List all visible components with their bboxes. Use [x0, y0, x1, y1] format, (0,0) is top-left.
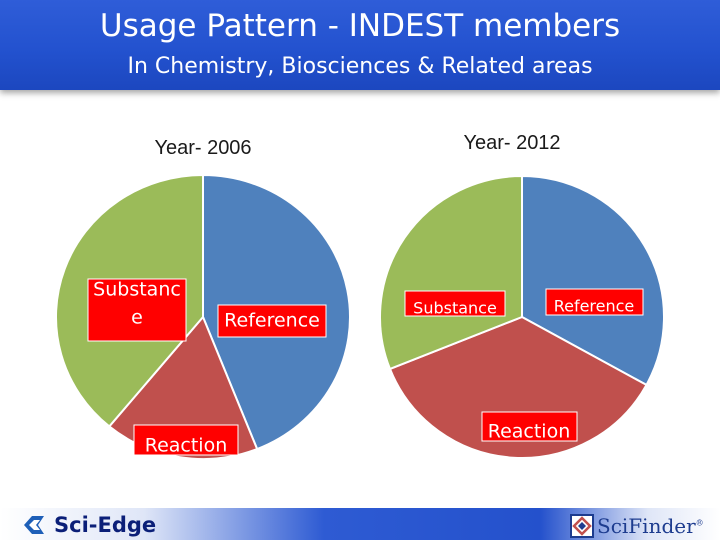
- pie-slice-substance: [379, 174, 523, 371]
- slice-label-text: Reference: [554, 297, 635, 316]
- slice-label-reference: Reference: [217, 304, 327, 338]
- slice-label-text: Reference: [224, 310, 320, 332]
- label-highlight-box: [87, 278, 187, 342]
- sci-edge-logo: Sci-Edge: [22, 512, 156, 538]
- chart-title-2012: Year- 2012: [463, 132, 560, 154]
- chart-title-2006: Year- 2006: [154, 137, 251, 159]
- slice-label-substance: Substanc e: [87, 278, 187, 342]
- label-highlight-box: [133, 424, 239, 456]
- label-highlight-box: [481, 411, 578, 442]
- footer-bar: [0, 508, 720, 540]
- slice-label-text: Substanc: [93, 279, 181, 301]
- slice-label-substance: Substance: [404, 290, 506, 318]
- scifinder-logo-icon: [570, 514, 594, 538]
- slice-label-reference: Reference: [545, 288, 644, 316]
- sci-edge-logo-text: Sci-Edge: [54, 513, 157, 537]
- label-highlight-box: [217, 304, 327, 338]
- label-highlight-box: [545, 288, 644, 316]
- label-highlight-box: [404, 290, 506, 317]
- pie-slice-reaction: [107, 315, 259, 460]
- slice-label-reaction: Reaction: [481, 411, 578, 443]
- scifinder-logo-text: SciFinder®: [597, 514, 704, 538]
- page-title: Usage Pattern - INDEST members: [99, 8, 621, 44]
- slice-label-text: Reaction: [488, 421, 571, 443]
- page-subtitle: In Chemistry, Biosciences & Related area…: [127, 54, 593, 79]
- pie-chart-2006: Year- 2006 Reference Reaction Substanc e: [55, 137, 351, 460]
- scifinder-logo: SciFinder®: [570, 513, 704, 539]
- slice-label-text: Reaction: [145, 435, 228, 457]
- slice-label-text: e: [131, 307, 143, 329]
- pie-slice-reference: [521, 174, 665, 387]
- sci-edge-logo-icon: [24, 516, 44, 534]
- pie-chart-2012: Year- 2012 Reference Reaction Substance: [379, 132, 665, 459]
- header-banner: Usage Pattern - INDEST members In Chemis…: [0, 0, 720, 90]
- pie-slice-reaction: [388, 315, 648, 459]
- slice-label-text: Substance: [413, 299, 497, 318]
- slice-label-reaction: Reaction: [133, 424, 239, 457]
